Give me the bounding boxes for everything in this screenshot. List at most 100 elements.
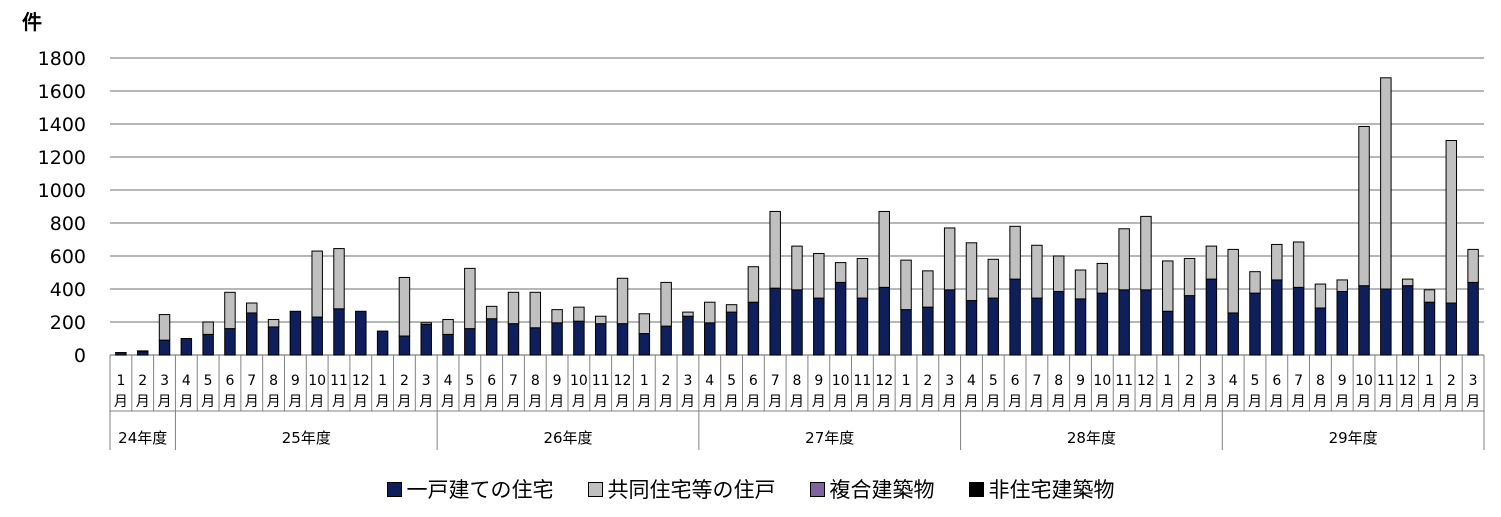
bar-segment xyxy=(834,281,847,356)
bar-segment xyxy=(1096,262,1109,294)
bar-segment xyxy=(638,313,651,335)
x-tick-month-label: 月 xyxy=(441,394,455,410)
year-group-label: 25年度 xyxy=(282,429,331,447)
x-tick-month-label: 月 xyxy=(768,394,782,410)
chart-legend: 一戸建ての住宅 共同住宅等の住戸 複合建築物 非住宅建築物 xyxy=(0,474,1501,504)
bar-segment xyxy=(1358,125,1370,287)
x-tick-label: 11 xyxy=(1115,373,1133,389)
bar-segment xyxy=(420,322,432,325)
x-tick-month-label: 月 xyxy=(1008,394,1022,410)
x-tick-month-label: 月 xyxy=(964,394,978,410)
x-tick-label: 8 xyxy=(793,373,802,389)
x-tick-label: 9 xyxy=(814,373,823,389)
bar-segment xyxy=(922,306,934,356)
x-tick-label: 1 xyxy=(378,373,387,389)
bar-segment xyxy=(965,242,978,302)
x-tick-label: 4 xyxy=(1229,373,1238,389)
bar-segment xyxy=(878,210,890,288)
x-tick-label: 12 xyxy=(1137,373,1155,389)
legend-item: 複合建築物 xyxy=(809,474,935,504)
x-tick-label: 11 xyxy=(592,373,610,389)
bar-segment xyxy=(398,335,411,356)
bar-segment xyxy=(1183,257,1196,297)
y-tick-label: 1600 xyxy=(38,81,86,103)
bar-segment xyxy=(551,309,563,324)
bar-segment xyxy=(1380,288,1392,356)
year-group-label: 29年度 xyxy=(1329,429,1378,447)
bar-segment xyxy=(202,333,214,356)
bar-segment xyxy=(594,315,607,325)
x-tick-label: 12 xyxy=(614,373,632,389)
bar-segment xyxy=(922,270,934,308)
bar-segment xyxy=(682,311,694,317)
x-tick-month-label: 月 xyxy=(1161,394,1175,410)
x-tick-month-label: 月 xyxy=(288,394,302,410)
x-tick-label: 4 xyxy=(705,373,714,389)
bar-segment xyxy=(158,314,171,341)
bar-segment xyxy=(420,323,432,356)
bar-segment xyxy=(551,322,563,356)
bar-segment xyxy=(1031,244,1043,299)
x-tick-month-label: 月 xyxy=(725,394,739,410)
bar-segment xyxy=(202,321,214,335)
x-tick-month-label: 月 xyxy=(397,394,411,410)
bar-segment xyxy=(1009,278,1021,356)
x-tick-month-label: 月 xyxy=(1052,394,1066,410)
x-tick-month-label: 月 xyxy=(834,394,848,410)
x-tick-label: 11 xyxy=(330,373,348,389)
x-tick-label: 8 xyxy=(269,373,278,389)
y-tick-label: 1800 xyxy=(38,48,86,70)
bar-segment xyxy=(1074,269,1087,300)
x-tick-month-label: 月 xyxy=(1030,394,1044,410)
bar-segment xyxy=(573,306,585,322)
x-tick-label: 5 xyxy=(465,373,474,389)
legend-swatch xyxy=(968,481,984,497)
bar-segment xyxy=(267,326,280,356)
bar-segment xyxy=(485,318,498,356)
bar-segment xyxy=(1467,281,1479,356)
x-tick-month-label: 月 xyxy=(594,394,608,410)
x-tick-month-label: 月 xyxy=(659,394,673,410)
bar-segment xyxy=(442,333,454,356)
x-tick-label: 2 xyxy=(400,373,409,389)
bar-segment xyxy=(813,297,825,356)
x-tick-label: 10 xyxy=(570,373,588,389)
x-tick-month-label: 月 xyxy=(1139,394,1153,410)
bar-segment xyxy=(791,289,803,356)
bar-segment xyxy=(1292,286,1305,356)
x-tick-label: 2 xyxy=(138,373,147,389)
bar-segment xyxy=(1183,295,1196,356)
x-tick-label: 10 xyxy=(832,373,850,389)
bar-segment xyxy=(529,327,542,356)
bar-segment xyxy=(1140,289,1152,356)
x-tick-label: 1 xyxy=(1163,373,1172,389)
bar-segment xyxy=(246,312,258,356)
x-tick-month-label: 月 xyxy=(1401,394,1415,410)
x-tick-label: 7 xyxy=(1032,373,1041,389)
bar-segment xyxy=(1031,297,1043,356)
bar-segment xyxy=(1205,245,1218,280)
bar-segment xyxy=(747,301,760,356)
x-tick-month-label: 月 xyxy=(1379,394,1393,410)
x-tick-label: 2 xyxy=(662,373,671,389)
bar-segment xyxy=(464,267,476,330)
y-axis-unit-label: 件 xyxy=(22,10,42,34)
x-tick-month-label: 月 xyxy=(1270,394,1284,410)
x-tick-label: 2 xyxy=(923,373,932,389)
bar-segment xyxy=(1271,243,1283,281)
bar-segment xyxy=(682,315,694,356)
bar-segment xyxy=(900,259,912,311)
x-tick-month-label: 月 xyxy=(550,394,564,410)
x-tick-label: 1 xyxy=(640,373,649,389)
bar-segment xyxy=(1423,301,1436,356)
bar-segment xyxy=(1380,77,1392,290)
x-tick-month-label: 月 xyxy=(1313,394,1327,410)
x-tick-label: 4 xyxy=(967,373,976,389)
stacked-bar-chart: 0200400600800100012001400160018001月2月3月4… xyxy=(38,48,1485,450)
bar-segment xyxy=(1423,289,1436,303)
x-tick-month-label: 月 xyxy=(790,394,804,410)
x-tick-label: 6 xyxy=(225,373,234,389)
x-tick-label: 7 xyxy=(771,373,780,389)
legend-item: 非住宅建築物 xyxy=(968,474,1115,504)
bar-segment xyxy=(1052,255,1065,292)
